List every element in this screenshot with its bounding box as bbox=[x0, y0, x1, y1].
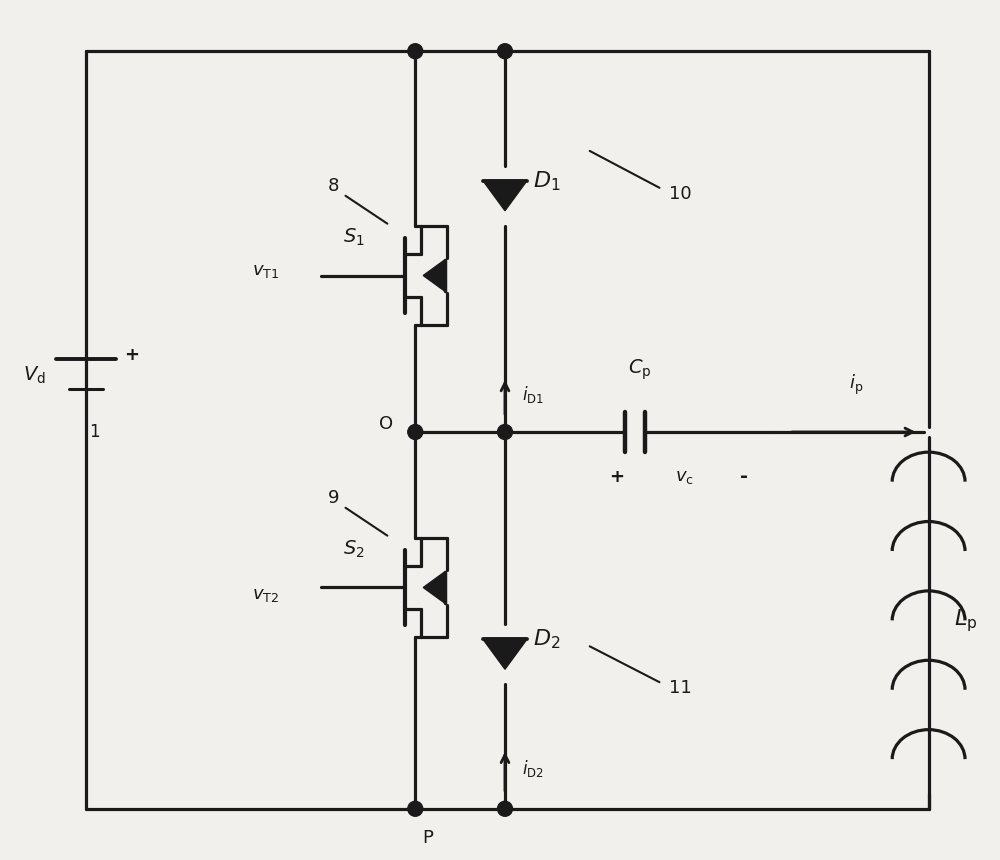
Text: +: + bbox=[609, 468, 624, 486]
Text: -: - bbox=[740, 467, 748, 487]
Text: $i_{\rm D1}$: $i_{\rm D1}$ bbox=[522, 384, 544, 404]
Text: $D_{\rm 1}$: $D_{\rm 1}$ bbox=[533, 169, 560, 193]
Polygon shape bbox=[423, 572, 445, 604]
Text: 1: 1 bbox=[89, 423, 100, 441]
Text: +: + bbox=[124, 347, 139, 365]
Text: 8: 8 bbox=[328, 177, 339, 195]
Text: $v_{\rm T1}$: $v_{\rm T1}$ bbox=[252, 261, 279, 280]
Text: $v_{\rm T2}$: $v_{\rm T2}$ bbox=[252, 587, 279, 605]
Text: 9: 9 bbox=[328, 488, 339, 507]
Polygon shape bbox=[483, 639, 527, 669]
Text: $v_{\rm c}$: $v_{\rm c}$ bbox=[675, 468, 694, 486]
Text: $i_{\rm D2}$: $i_{\rm D2}$ bbox=[522, 759, 544, 779]
Circle shape bbox=[408, 802, 423, 816]
Polygon shape bbox=[423, 260, 445, 292]
Text: 11: 11 bbox=[669, 679, 692, 697]
Text: $S_{\rm 2}$: $S_{\rm 2}$ bbox=[343, 539, 364, 560]
Text: $V_{\rm d}$: $V_{\rm d}$ bbox=[23, 365, 46, 386]
Circle shape bbox=[498, 44, 512, 58]
Circle shape bbox=[408, 425, 423, 439]
Text: $i_{\rm p}$: $i_{\rm p}$ bbox=[849, 373, 864, 397]
Text: $C_{\rm p}$: $C_{\rm p}$ bbox=[628, 358, 651, 382]
Text: $L_{\rm p}$: $L_{\rm p}$ bbox=[954, 607, 977, 634]
Text: P: P bbox=[422, 829, 433, 847]
Text: $S_{\rm 1}$: $S_{\rm 1}$ bbox=[343, 227, 364, 249]
Circle shape bbox=[498, 425, 512, 439]
Text: $D_{\rm 2}$: $D_{\rm 2}$ bbox=[533, 628, 560, 651]
Circle shape bbox=[408, 44, 423, 58]
Text: O: O bbox=[379, 415, 393, 433]
Circle shape bbox=[498, 802, 512, 816]
Text: 10: 10 bbox=[669, 185, 692, 203]
Polygon shape bbox=[483, 181, 527, 211]
